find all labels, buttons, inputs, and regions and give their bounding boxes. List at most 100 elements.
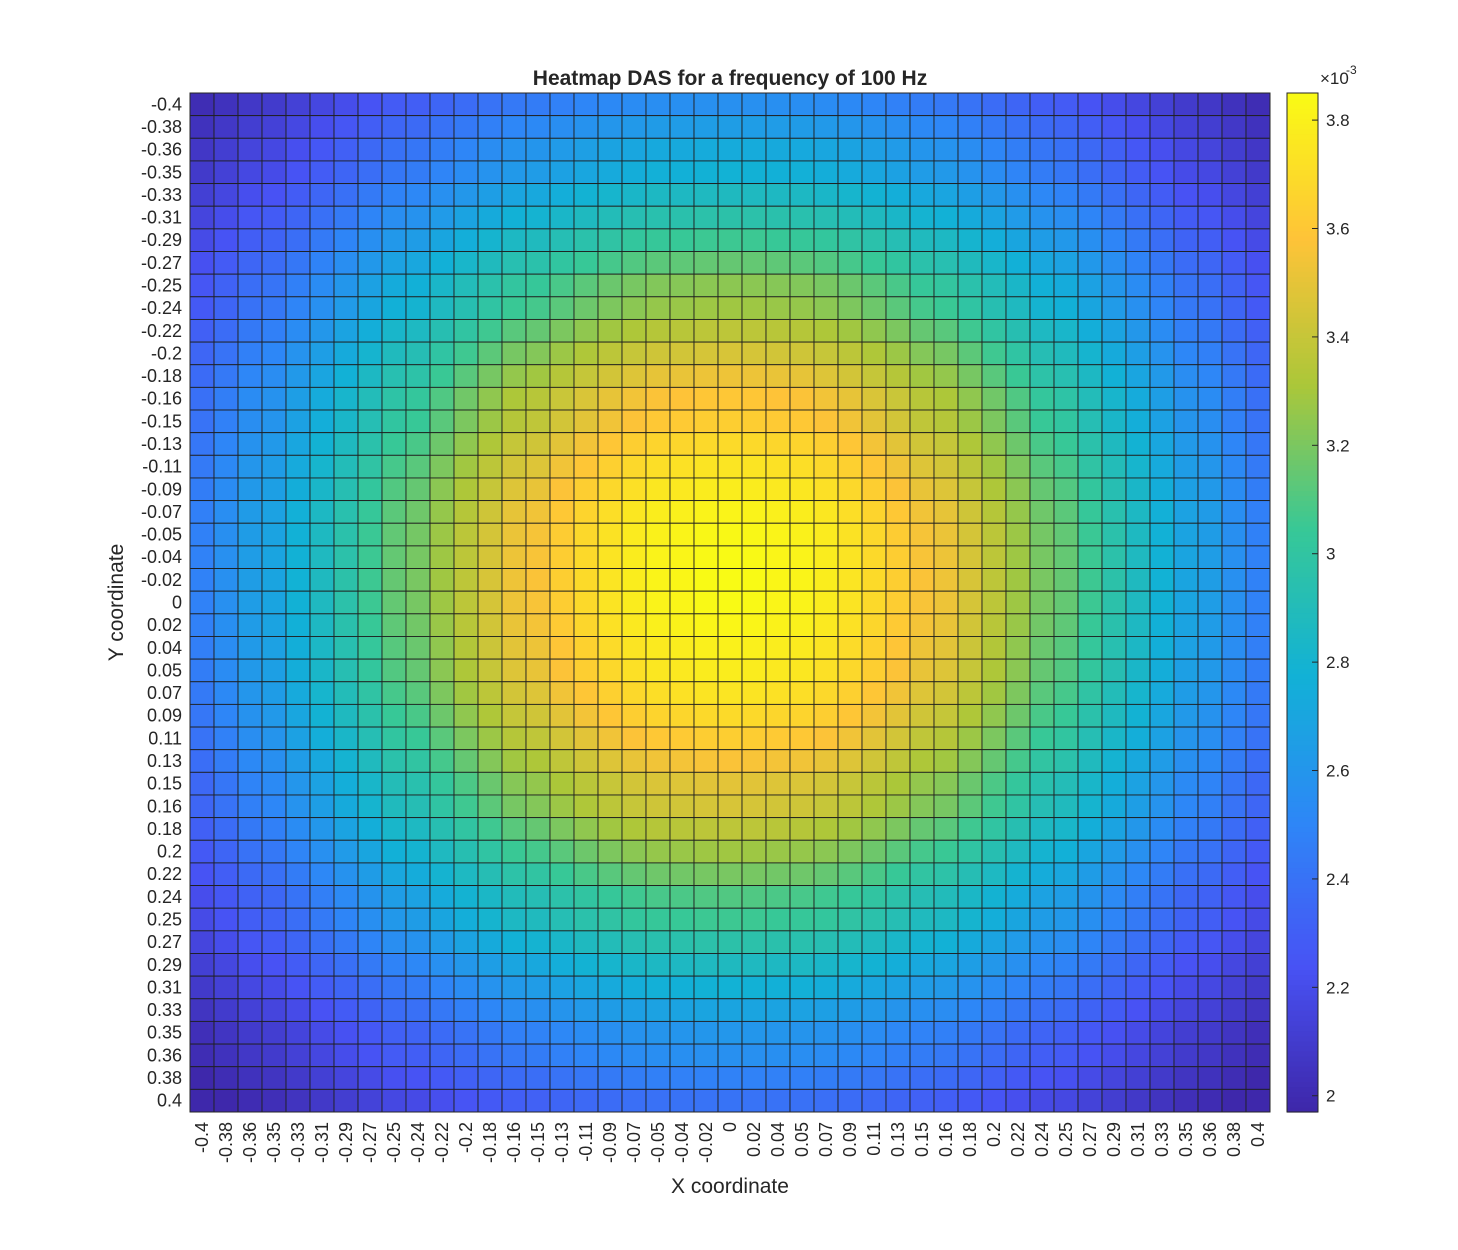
colorbar-swatch (1287, 184, 1318, 191)
heatmap-cell (1077, 1066, 1103, 1090)
heatmap-cell (789, 477, 815, 502)
heatmap-cell (597, 930, 623, 954)
heatmap-cell (813, 681, 839, 705)
heatmap-cell (525, 839, 551, 864)
heatmap-cell (405, 251, 431, 275)
heatmap-cell (981, 930, 1007, 954)
heatmap-cell (717, 953, 743, 977)
heatmap-cell (693, 137, 719, 162)
heatmap-cell (717, 1088, 743, 1113)
colorbar-swatch (1287, 592, 1318, 598)
heatmap-cell (669, 364, 695, 388)
heatmap-cell (261, 545, 287, 569)
heatmap-cell (765, 318, 791, 343)
heatmap-cell (453, 590, 479, 615)
heatmap-cell (1221, 749, 1247, 773)
heatmap-cell (645, 137, 671, 162)
heatmap-cell (645, 432, 671, 456)
heatmap-cell (1125, 1088, 1151, 1113)
heatmap-cell (429, 477, 455, 502)
heatmap-cell (189, 115, 215, 139)
colorbar-swatch (1287, 444, 1318, 451)
heatmap-cell (549, 998, 575, 1022)
heatmap-cell (813, 636, 839, 660)
heatmap-cell (813, 500, 839, 524)
x-tick-label: -0.24 (408, 1122, 428, 1163)
heatmap-cell (597, 432, 623, 456)
heatmap-cell (1029, 681, 1055, 705)
heatmap-cell (717, 386, 743, 411)
heatmap-cell (1221, 1066, 1247, 1090)
heatmap-cell (1077, 341, 1103, 366)
heatmap-cell (1101, 160, 1127, 185)
heatmap-cell (1221, 907, 1247, 932)
heatmap-cell (957, 885, 983, 909)
heatmap-cell (1053, 885, 1079, 909)
heatmap-cell (885, 454, 911, 479)
heatmap-cell (1245, 364, 1271, 388)
heatmap-cell (405, 726, 431, 751)
heatmap-cell (213, 115, 239, 139)
heatmap-cell (213, 907, 239, 932)
heatmap-cell (573, 92, 599, 117)
heatmap-cell (1197, 613, 1223, 637)
heatmap-cell (1005, 183, 1031, 207)
heatmap-cell (453, 771, 479, 796)
y-tick-label: 0.18 (147, 819, 182, 839)
heatmap-cell (1005, 500, 1031, 524)
heatmap-cell (189, 726, 215, 751)
heatmap-cell (1101, 409, 1127, 434)
heatmap-cell (741, 115, 767, 139)
heatmap-cell (1149, 160, 1175, 185)
heatmap-cell (909, 318, 935, 343)
heatmap-cell (1173, 205, 1199, 230)
heatmap-cell (981, 92, 1007, 117)
heatmap-cell (477, 636, 503, 660)
heatmap-cell (1125, 975, 1151, 1000)
heatmap-cell (525, 183, 551, 207)
colorbar-swatch (1287, 811, 1318, 818)
heatmap-cell (765, 409, 791, 434)
colorbar-swatch (1287, 459, 1318, 466)
heatmap-cell (429, 839, 455, 864)
heatmap-cell (525, 1043, 551, 1068)
heatmap-cell (597, 839, 623, 864)
heatmap-cell (933, 386, 959, 411)
colorbar-swatch (1287, 638, 1318, 644)
heatmap-cell (189, 681, 215, 705)
heatmap-cell (645, 907, 671, 932)
heatmap-cell (669, 1020, 695, 1045)
heatmap-cell (1029, 817, 1055, 841)
heatmap-cell (1149, 975, 1175, 1000)
colorbar-tick-label: 2.6 (1326, 762, 1350, 781)
heatmap-cell (1077, 545, 1103, 569)
heatmap-cell (765, 590, 791, 615)
colorbar-tick-label: 3.2 (1326, 436, 1350, 455)
heatmap-cell (285, 92, 311, 117)
heatmap-cell (621, 749, 647, 773)
heatmap-cell (429, 545, 455, 569)
heatmap-cell (1005, 1020, 1031, 1045)
heatmap-cell (1245, 228, 1271, 252)
heatmap-cell (1005, 817, 1031, 841)
heatmap-cell (309, 726, 335, 751)
heatmap-cell (405, 839, 431, 864)
colorbar-swatch (1287, 352, 1318, 359)
y-tick-label: -0.18 (141, 366, 182, 386)
heatmap-cell (357, 613, 383, 637)
heatmap-cell (501, 205, 527, 230)
heatmap-cell (741, 636, 767, 660)
heatmap-cell (333, 907, 359, 932)
colorbar-swatch (1287, 943, 1318, 950)
heatmap-cell (813, 703, 839, 728)
heatmap-cell (909, 454, 935, 479)
heatmap-cell (1125, 500, 1151, 524)
heatmap-cell (741, 998, 767, 1022)
heatmap-cell (861, 228, 887, 252)
x-tick-label: -0.31 (312, 1122, 332, 1163)
heatmap-cell (1125, 364, 1151, 388)
heatmap-cell (885, 477, 911, 502)
colorbar-tick-label: 3 (1326, 545, 1335, 564)
heatmap-cell (837, 681, 863, 705)
heatmap-cell (1245, 115, 1271, 139)
